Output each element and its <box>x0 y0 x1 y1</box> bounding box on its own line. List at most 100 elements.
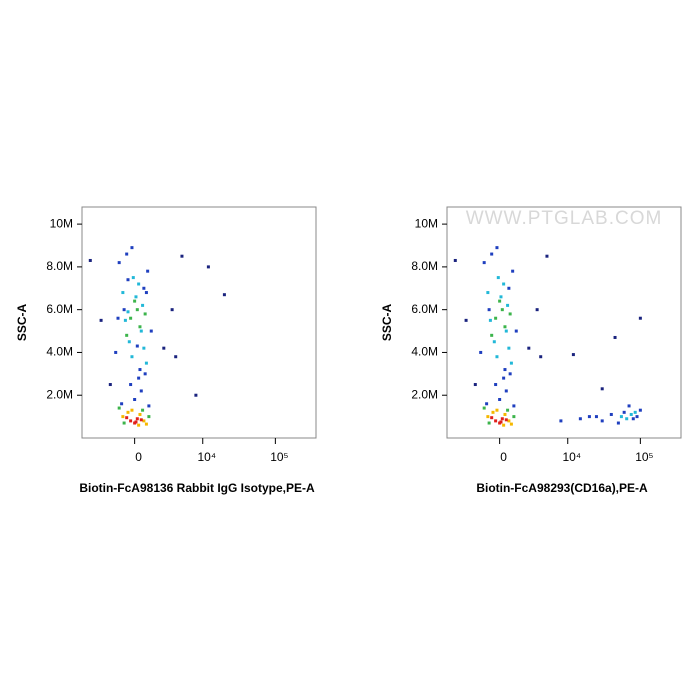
event-dot <box>506 408 510 412</box>
event-dot <box>509 422 513 426</box>
event-dot <box>503 368 507 372</box>
event-dot <box>502 282 506 286</box>
event-dot <box>633 410 637 414</box>
event-dot <box>143 372 147 376</box>
event-dot <box>99 318 103 322</box>
event-dot <box>147 404 151 408</box>
event-dot <box>142 286 146 290</box>
event-dot <box>625 417 629 421</box>
event-dot <box>117 261 121 265</box>
event-dot <box>129 316 133 320</box>
event-dot <box>631 417 635 421</box>
event-dot <box>130 246 134 250</box>
event-dot <box>622 410 626 414</box>
y-tick-label: 4.0M <box>46 345 73 359</box>
event-dot <box>162 346 166 350</box>
event-dot <box>114 350 118 354</box>
event-dot <box>144 291 148 295</box>
event-dot <box>512 404 516 408</box>
event-dot <box>512 415 516 419</box>
event-dot <box>121 415 125 419</box>
event-dot <box>494 383 498 387</box>
event-dot <box>638 316 642 320</box>
event-dot <box>134 295 138 299</box>
event-dot <box>485 402 489 406</box>
event-dot <box>135 417 139 421</box>
event-dot <box>486 415 490 419</box>
event-dot <box>222 293 226 297</box>
event-dot <box>503 412 507 416</box>
y-tick-label: 2.0M <box>46 387 73 401</box>
event-dot <box>609 412 613 416</box>
event-dot <box>144 422 148 426</box>
event-dot <box>578 417 582 421</box>
event-dot <box>495 246 499 250</box>
event-dot <box>498 299 502 303</box>
event-dot <box>508 312 512 316</box>
event-dot <box>125 333 129 337</box>
event-dot <box>495 355 499 359</box>
event-dot <box>499 420 503 424</box>
event-dot <box>616 421 620 425</box>
event-dot <box>133 398 137 401</box>
event-dot <box>146 269 150 273</box>
y-axis-title: SSC-A <box>380 304 394 342</box>
event-dot <box>487 308 491 312</box>
event-dot <box>627 404 631 408</box>
event-dot <box>502 376 506 380</box>
event-dot <box>139 418 143 422</box>
event-dot <box>511 269 515 273</box>
event-dot <box>535 308 539 312</box>
event-dot <box>88 258 92 262</box>
event-dot <box>490 416 494 420</box>
event-dot <box>133 299 137 303</box>
event-dot <box>194 393 198 397</box>
event-dot <box>486 291 490 295</box>
event-dot <box>174 355 178 359</box>
event-dot <box>129 419 133 423</box>
event-dot <box>507 286 511 290</box>
event-dot <box>116 316 120 320</box>
y-tick-label: 6.0M <box>46 302 73 316</box>
event-dot <box>635 415 639 419</box>
event-dot <box>180 254 184 258</box>
x-tick-label: 10⁵ <box>270 450 288 464</box>
event-dot <box>473 383 477 387</box>
event-dot <box>509 361 513 365</box>
plot: WWW.PTGLAB.COM 2.0M 4.0M 6.0M 8.0M 10M 0 10⁴ 10⁵… <box>380 206 682 495</box>
y-tick-label: 10M <box>415 216 438 230</box>
event-dot <box>137 282 141 286</box>
y-tick-label: 6.0M <box>411 302 438 316</box>
event-dot <box>126 410 130 414</box>
event-dot <box>142 346 146 350</box>
event-dot <box>488 318 492 322</box>
event-dot <box>638 408 642 412</box>
x-tick-label: 10⁴ <box>562 450 581 464</box>
event-dot <box>504 329 508 333</box>
event-dot <box>613 335 617 339</box>
y-tick-label: 8.0M <box>411 259 438 273</box>
event-dot <box>508 372 512 376</box>
event-dot <box>545 254 549 258</box>
event-dot <box>539 355 543 359</box>
event-dot <box>482 406 486 410</box>
event-dot <box>122 308 126 312</box>
plot: 2.0M 4.0M 6.0M 8.0M 10M 0 10⁴ 10⁵ Biotin-FcA9813… <box>15 206 317 495</box>
event-dot <box>141 303 145 307</box>
event-dot <box>507 419 511 423</box>
event-dot <box>490 333 494 337</box>
event-dot <box>514 329 518 333</box>
event-dot <box>494 316 498 320</box>
event-dot <box>149 329 153 333</box>
event-dot <box>494 419 498 423</box>
event-dot <box>500 308 504 312</box>
event-dot <box>504 418 508 422</box>
event-dot <box>479 350 483 354</box>
event-dot <box>131 276 135 280</box>
event-dot <box>125 416 129 420</box>
event-dot <box>499 295 503 299</box>
event-dot <box>126 310 130 314</box>
plot-frame <box>81 206 317 439</box>
event-dot <box>500 417 504 421</box>
event-dot <box>135 344 139 348</box>
